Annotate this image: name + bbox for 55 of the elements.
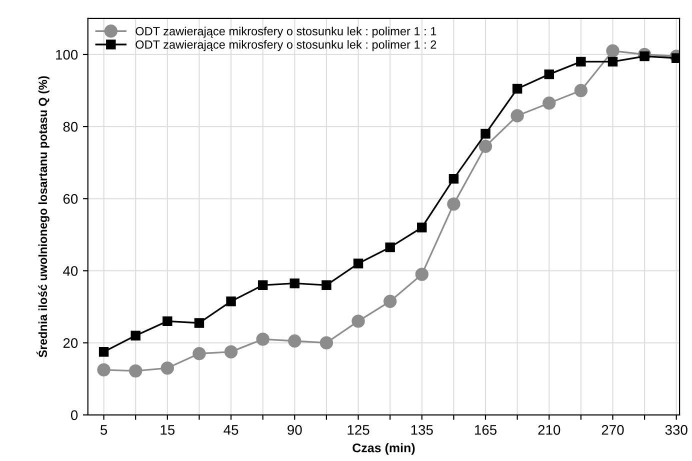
point xyxy=(385,242,395,252)
point xyxy=(542,96,556,110)
point xyxy=(672,53,680,63)
x-tick-label: 5 xyxy=(100,425,108,435)
point xyxy=(478,140,492,153)
point xyxy=(544,69,554,80)
point xyxy=(288,334,302,348)
legend-label: ODT zawierające mikrosfery o stosunku lek : polimer 1 : 1 xyxy=(136,26,436,38)
point xyxy=(130,330,140,340)
point xyxy=(160,361,174,375)
point xyxy=(512,84,522,94)
point xyxy=(97,363,110,376)
x-tick-label: 125 xyxy=(348,424,370,435)
point xyxy=(258,280,268,290)
point xyxy=(480,128,490,139)
x-tick-label: 330 xyxy=(665,424,688,435)
point xyxy=(256,332,270,346)
x-tick-label: 90 xyxy=(288,424,302,435)
y-tick-label: 20 xyxy=(63,338,78,348)
point xyxy=(415,268,428,281)
point xyxy=(192,347,206,360)
point xyxy=(574,84,588,98)
x-tick-label: 45 xyxy=(224,425,238,435)
point xyxy=(383,294,397,308)
point xyxy=(448,174,459,184)
point xyxy=(162,316,172,326)
point xyxy=(510,109,524,122)
x-axis-title: Czas (min) xyxy=(352,443,415,455)
point xyxy=(608,56,618,67)
point xyxy=(290,278,300,288)
point xyxy=(447,197,460,211)
x-tick-label: 135 xyxy=(411,424,433,435)
y-tick-label: 80 xyxy=(63,122,78,132)
point xyxy=(194,318,204,328)
point xyxy=(98,346,109,357)
y-tick-label: 100 xyxy=(56,50,78,60)
y-tick-label: 40 xyxy=(63,266,78,276)
point xyxy=(224,345,238,358)
x-tick-label: 270 xyxy=(602,424,624,435)
point xyxy=(226,296,236,306)
y-tick-label: 60 xyxy=(63,194,78,204)
point xyxy=(352,314,365,328)
point xyxy=(320,336,334,350)
point xyxy=(576,56,586,67)
x-tick-label: 15 xyxy=(160,425,175,435)
point xyxy=(129,364,142,378)
y-axis-title: Średnia ilość uwolnionego losartanu potasu Q (%) xyxy=(36,76,50,358)
x-tick-label: 210 xyxy=(538,424,560,435)
point xyxy=(353,258,364,268)
point xyxy=(417,222,427,232)
point xyxy=(606,44,620,58)
legend-label: ODT zawierające mikrosfery o stosunku lek : polimer 1 : 2 xyxy=(136,40,436,52)
y-tick-label: 0 xyxy=(70,410,78,420)
x-tick-label: 165 xyxy=(474,424,497,435)
point xyxy=(322,280,332,290)
